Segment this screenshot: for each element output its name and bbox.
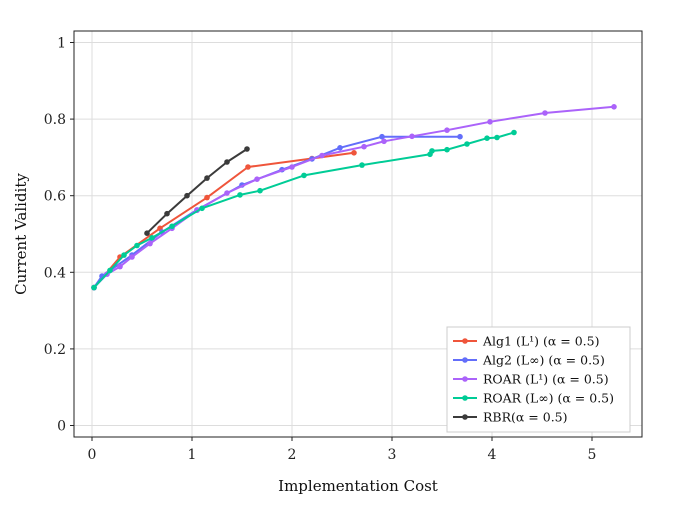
data-point bbox=[147, 240, 153, 247]
plot-frame bbox=[73, 30, 643, 438]
data-point bbox=[244, 146, 250, 152]
legend-swatch-marker bbox=[462, 395, 468, 401]
data-point bbox=[237, 192, 243, 198]
x-tick-label: 2 bbox=[288, 447, 297, 463]
legend-item: Alg1 (L¹) (α = 0.5) bbox=[453, 334, 600, 349]
data-point bbox=[301, 172, 307, 179]
data-point bbox=[204, 194, 210, 201]
x-axis-title: Implementation Cost bbox=[278, 477, 438, 495]
y-tick-label: 0 bbox=[57, 419, 66, 435]
data-point bbox=[444, 146, 450, 153]
legend-swatch-marker bbox=[462, 376, 468, 382]
axis-ticks: 0 1 2 3 4 5 0 0.2 0.4 0.6 0.8 1 bbox=[44, 35, 597, 463]
y-tick-label: 0.8 bbox=[44, 112, 66, 128]
legend-label: ROAR (L¹) (α = 0.5) bbox=[483, 372, 609, 387]
data-point bbox=[199, 205, 205, 212]
legend-item: Alg2 (L∞) (α = 0.5) bbox=[453, 353, 605, 368]
data-point bbox=[611, 104, 617, 110]
data-point bbox=[381, 138, 387, 145]
data-point bbox=[289, 164, 295, 170]
y-tick-label: 1 bbox=[57, 35, 66, 51]
y-axis-title: Current Validity bbox=[12, 173, 30, 295]
data-point bbox=[487, 119, 493, 125]
data-point bbox=[409, 133, 415, 140]
data-point bbox=[379, 133, 385, 140]
data-point bbox=[91, 284, 97, 291]
data-point bbox=[542, 110, 548, 116]
legend-swatch-marker bbox=[462, 338, 468, 344]
legend-label: RBR(α = 0.5) bbox=[483, 410, 568, 425]
data-point bbox=[107, 267, 113, 274]
y-tick-label: 0.4 bbox=[44, 265, 66, 281]
data-point bbox=[511, 129, 517, 136]
x-tick-label: 1 bbox=[188, 447, 197, 463]
legend-label: Alg1 (L¹) (α = 0.5) bbox=[482, 334, 600, 349]
data-point bbox=[337, 145, 343, 151]
series-line bbox=[93, 135, 461, 289]
series-4 bbox=[144, 146, 250, 236]
data-point bbox=[351, 150, 357, 156]
data-point bbox=[457, 133, 463, 140]
legend-item: ROAR (L¹) (α = 0.5) bbox=[453, 372, 609, 387]
data-point bbox=[204, 175, 210, 181]
grid bbox=[74, 31, 642, 437]
data-point bbox=[184, 192, 190, 199]
series-line bbox=[93, 105, 615, 289]
data-point bbox=[224, 190, 230, 196]
data-point bbox=[169, 223, 175, 230]
data-point bbox=[224, 159, 230, 165]
x-tick-label: 0 bbox=[88, 447, 97, 463]
data-point bbox=[117, 263, 123, 270]
x-tick-label: 4 bbox=[488, 447, 497, 463]
legend-swatch-marker bbox=[462, 357, 468, 363]
legend-item: ROAR (L∞) (α = 0.5) bbox=[453, 391, 614, 406]
y-tick-label: 0.6 bbox=[44, 189, 66, 205]
legend: Alg1 (L¹) (α = 0.5) Alg2 (L∞) (α = 0.5) RO… bbox=[446, 326, 631, 433]
data-point bbox=[444, 127, 450, 133]
series-lines bbox=[91, 104, 617, 291]
x-tick-label: 3 bbox=[388, 447, 397, 463]
x-tick-label: 5 bbox=[588, 447, 597, 463]
data-point bbox=[257, 187, 263, 194]
legend-box bbox=[446, 326, 631, 433]
y-tick-label: 0.2 bbox=[44, 342, 66, 358]
data-point bbox=[429, 148, 435, 154]
data-point bbox=[254, 176, 260, 182]
legend-item: RBR(α = 0.5) bbox=[453, 410, 568, 425]
data-point bbox=[319, 152, 325, 159]
data-point bbox=[361, 143, 367, 150]
series-2 bbox=[91, 104, 617, 291]
data-point bbox=[121, 252, 127, 258]
data-point bbox=[164, 210, 170, 217]
legend-swatch-marker bbox=[462, 414, 468, 420]
data-point bbox=[484, 135, 490, 141]
data-point bbox=[245, 164, 251, 170]
series-line bbox=[93, 131, 515, 289]
legend-label: Alg2 (L∞) (α = 0.5) bbox=[482, 353, 605, 368]
data-point bbox=[134, 242, 140, 249]
data-point bbox=[144, 230, 150, 236]
data-point bbox=[464, 141, 470, 147]
series-line bbox=[146, 148, 248, 235]
data-point bbox=[494, 134, 500, 141]
data-point bbox=[359, 162, 365, 168]
data-point bbox=[129, 254, 135, 260]
data-point bbox=[149, 235, 155, 241]
series-3 bbox=[91, 129, 517, 291]
legend-label: ROAR (L∞) (α = 0.5) bbox=[483, 391, 614, 406]
series-0 bbox=[91, 150, 357, 291]
